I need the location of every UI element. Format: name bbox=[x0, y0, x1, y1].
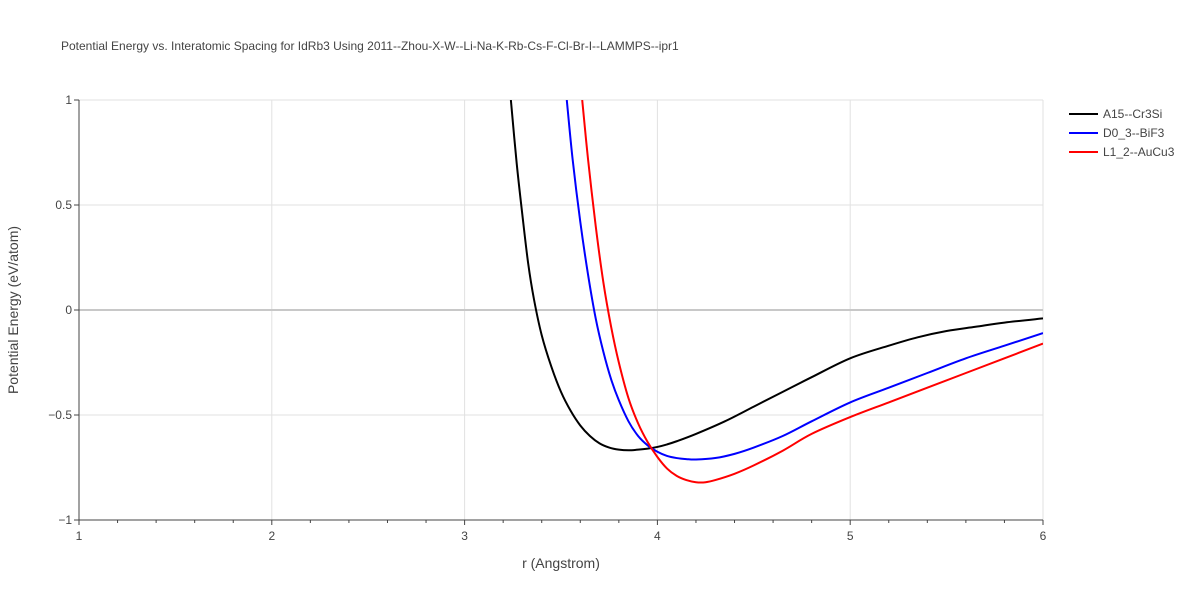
x-tick-label: 1 bbox=[76, 529, 83, 543]
y-tick-label: −1 bbox=[58, 513, 72, 527]
axis-layer: 1 2 3 4 5 6 −1 −0.5 0 0.5 1 bbox=[48, 93, 1046, 543]
grid-layer bbox=[79, 99, 1044, 520]
legend-label: D0_3--BiF3 bbox=[1103, 126, 1165, 140]
x-axis-label: r (Angstrom) bbox=[522, 555, 600, 571]
y-axis-label: Potential Energy (eV/atom) bbox=[5, 226, 21, 394]
series-line-2 bbox=[581, 100, 1043, 484]
legend-label: A15--Cr3Si bbox=[1103, 107, 1162, 121]
series-line-0 bbox=[509, 100, 1043, 452]
x-tick-label: 6 bbox=[1040, 529, 1047, 543]
series-line-1 bbox=[565, 100, 1043, 461]
legend[interactable]: A15--Cr3Si D0_3--BiF3 L1_2--AuCu3 bbox=[1069, 107, 1175, 159]
series-layer bbox=[509, 100, 1043, 484]
x-tick-label: 3 bbox=[461, 529, 468, 543]
y-tick-label: 0 bbox=[65, 303, 72, 317]
y-tick-label: −0.5 bbox=[48, 408, 72, 422]
x-tick-label: 4 bbox=[654, 529, 661, 543]
legend-item-2[interactable]: L1_2--AuCu3 bbox=[1069, 145, 1175, 159]
legend-label: L1_2--AuCu3 bbox=[1103, 145, 1175, 159]
chart-title: Potential Energy vs. Interatomic Spacing… bbox=[61, 39, 679, 53]
y-tick-label: 0.5 bbox=[55, 198, 72, 212]
x-tick-label: 2 bbox=[268, 529, 275, 543]
legend-item-0[interactable]: A15--Cr3Si bbox=[1069, 107, 1162, 121]
legend-item-1[interactable]: D0_3--BiF3 bbox=[1069, 126, 1165, 140]
y-tick-label: 1 bbox=[65, 93, 72, 107]
x-tick-label: 5 bbox=[847, 529, 854, 543]
